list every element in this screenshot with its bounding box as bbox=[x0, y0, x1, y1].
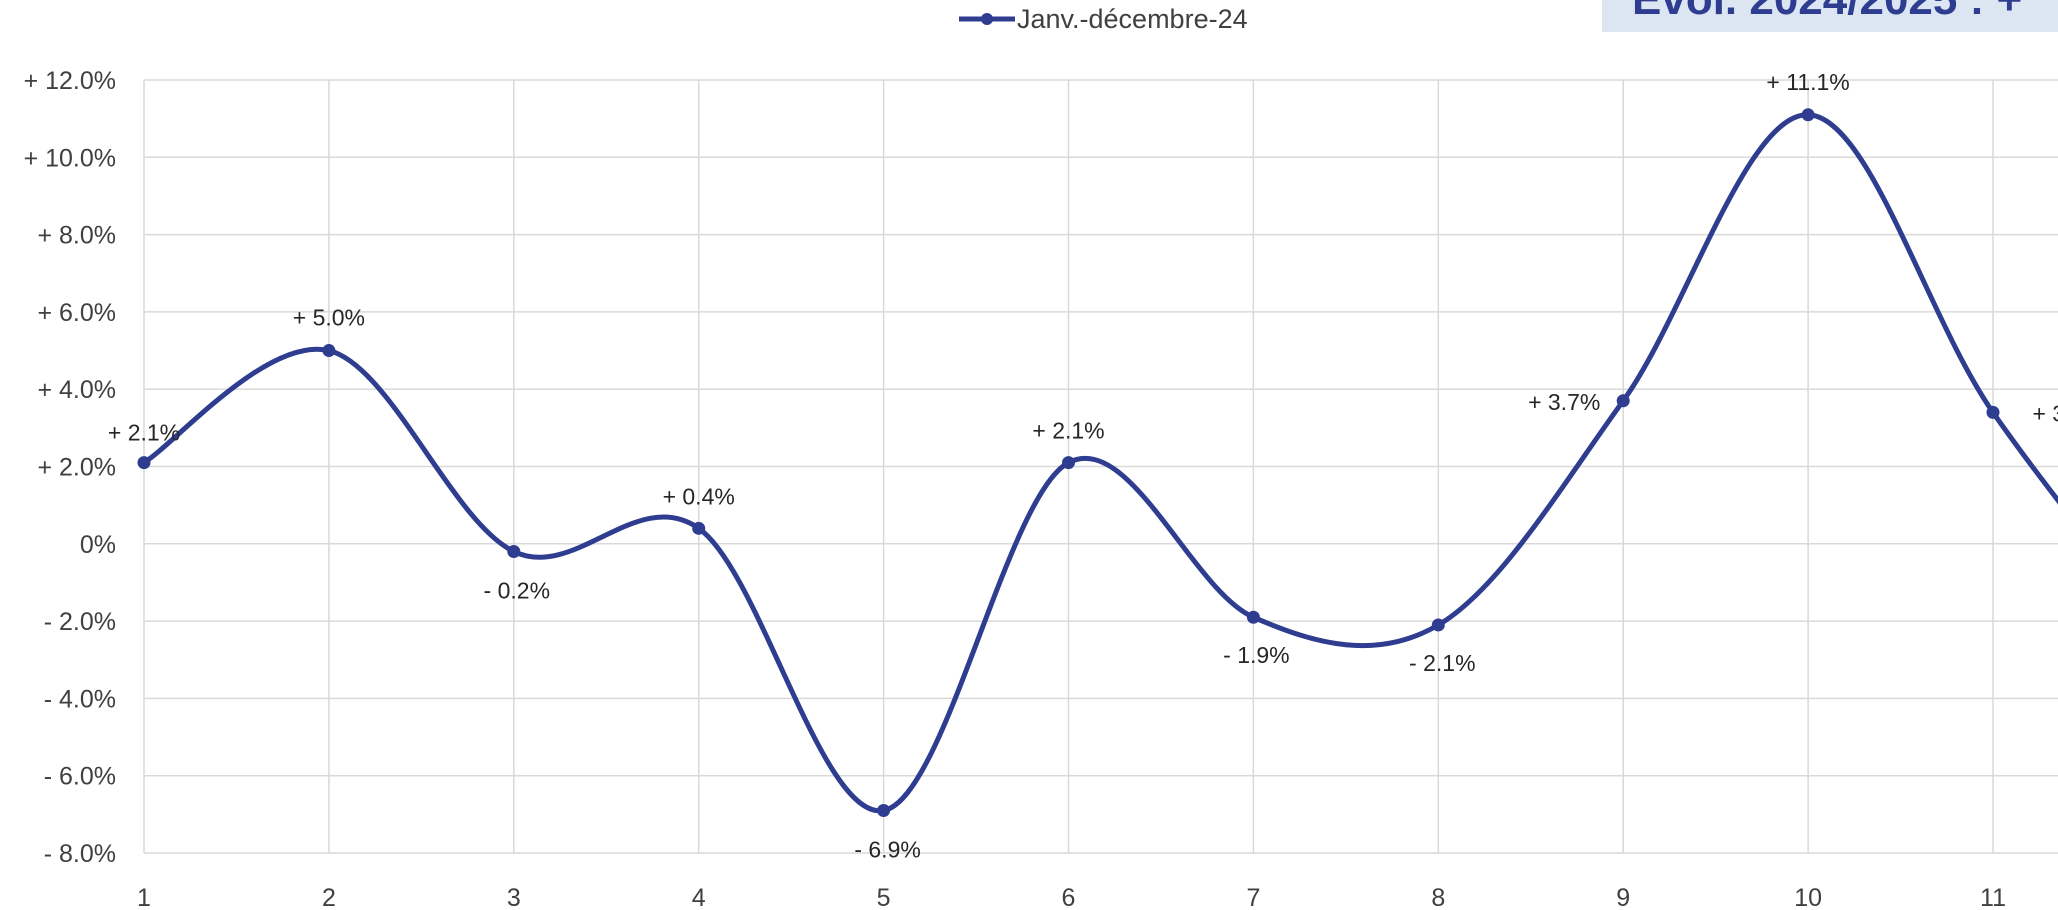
y-tick-label: + 12.0% bbox=[24, 67, 116, 95]
data-point bbox=[137, 456, 151, 470]
x-tick-label: 5 bbox=[877, 884, 891, 910]
data-point bbox=[1246, 610, 1260, 624]
y-tick-label: - 6.0% bbox=[44, 763, 116, 791]
data-label: + 2.1% bbox=[108, 420, 180, 446]
x-tick-label: 7 bbox=[1246, 884, 1260, 910]
horizontal-gridlines bbox=[144, 79, 2058, 854]
y-tick-label: - 8.0% bbox=[44, 840, 116, 868]
data-point bbox=[1616, 394, 1630, 408]
data-points bbox=[137, 108, 2000, 817]
data-label: + 0.4% bbox=[663, 483, 735, 509]
y-tick-label: + 2.0% bbox=[37, 454, 116, 482]
data-point bbox=[1986, 405, 2000, 419]
legend-label: Janv.-décembre-24 bbox=[1017, 4, 1248, 34]
data-label: - 1.9% bbox=[1223, 642, 1289, 668]
y-tick-label: + 6.0% bbox=[37, 299, 116, 327]
legend-marker-icon bbox=[981, 13, 993, 25]
data-label: - 0.2% bbox=[484, 578, 550, 604]
data-label: + 2.1% bbox=[1032, 418, 1104, 444]
data-point bbox=[1431, 618, 1445, 632]
x-tick-label: 2 bbox=[322, 884, 336, 910]
x-tick-label: 1 bbox=[137, 884, 151, 910]
x-tick-label: 6 bbox=[1062, 884, 1076, 910]
data-point bbox=[877, 803, 891, 817]
data-point bbox=[1801, 108, 1815, 122]
data-label: - 6.9% bbox=[854, 836, 920, 862]
vertical-gridlines bbox=[143, 80, 1994, 853]
y-tick-label: + 4.0% bbox=[37, 376, 116, 404]
x-tick-label: 4 bbox=[692, 884, 706, 910]
x-tick-label: 10 bbox=[1794, 884, 1822, 910]
y-axis-tick-labels: + 12.0% + 10.0% + 8.0% + 6.0% + 4.0% + 2.0% 0%… bbox=[24, 67, 116, 868]
corner-box bbox=[1602, 0, 2058, 32]
data-label: - 2.1% bbox=[1409, 650, 1475, 676]
legend: Janv.-décembre-24 bbox=[959, 4, 1248, 34]
y-tick-label: 0% bbox=[80, 531, 116, 559]
data-point bbox=[1062, 456, 1075, 470]
y-tick-label: + 8.0% bbox=[37, 222, 116, 250]
data-label: + 5.0% bbox=[293, 305, 365, 331]
x-tick-label: 8 bbox=[1431, 884, 1445, 910]
corner-box-text: Evol. 2024/2025 : + bbox=[1632, 0, 2022, 24]
data-label: + 3.7% bbox=[1528, 389, 1600, 415]
x-tick-label: 3 bbox=[507, 884, 521, 910]
data-point bbox=[322, 344, 336, 358]
data-point bbox=[692, 521, 706, 535]
x-axis-tick-labels: 1 2 3 4 5 6 7 8 9 10 11 bbox=[137, 884, 2006, 910]
x-tick-label: 9 bbox=[1616, 884, 1630, 910]
y-tick-label: - 2.0% bbox=[44, 608, 116, 636]
x-tick-label: 11 bbox=[1980, 884, 2006, 910]
y-tick-label: - 4.0% bbox=[44, 685, 116, 713]
data-labels: + 2.1% + 5.0% - 0.2% + 0.4% - 6.9% + 2.1% - 1.… bbox=[108, 69, 2058, 863]
y-tick-label: + 10.0% bbox=[24, 144, 116, 172]
series-line bbox=[141, 112, 2058, 814]
data-point bbox=[507, 545, 521, 559]
data-label: + 11.1% bbox=[1766, 69, 1849, 95]
data-label: + 3. bbox=[2032, 400, 2058, 426]
